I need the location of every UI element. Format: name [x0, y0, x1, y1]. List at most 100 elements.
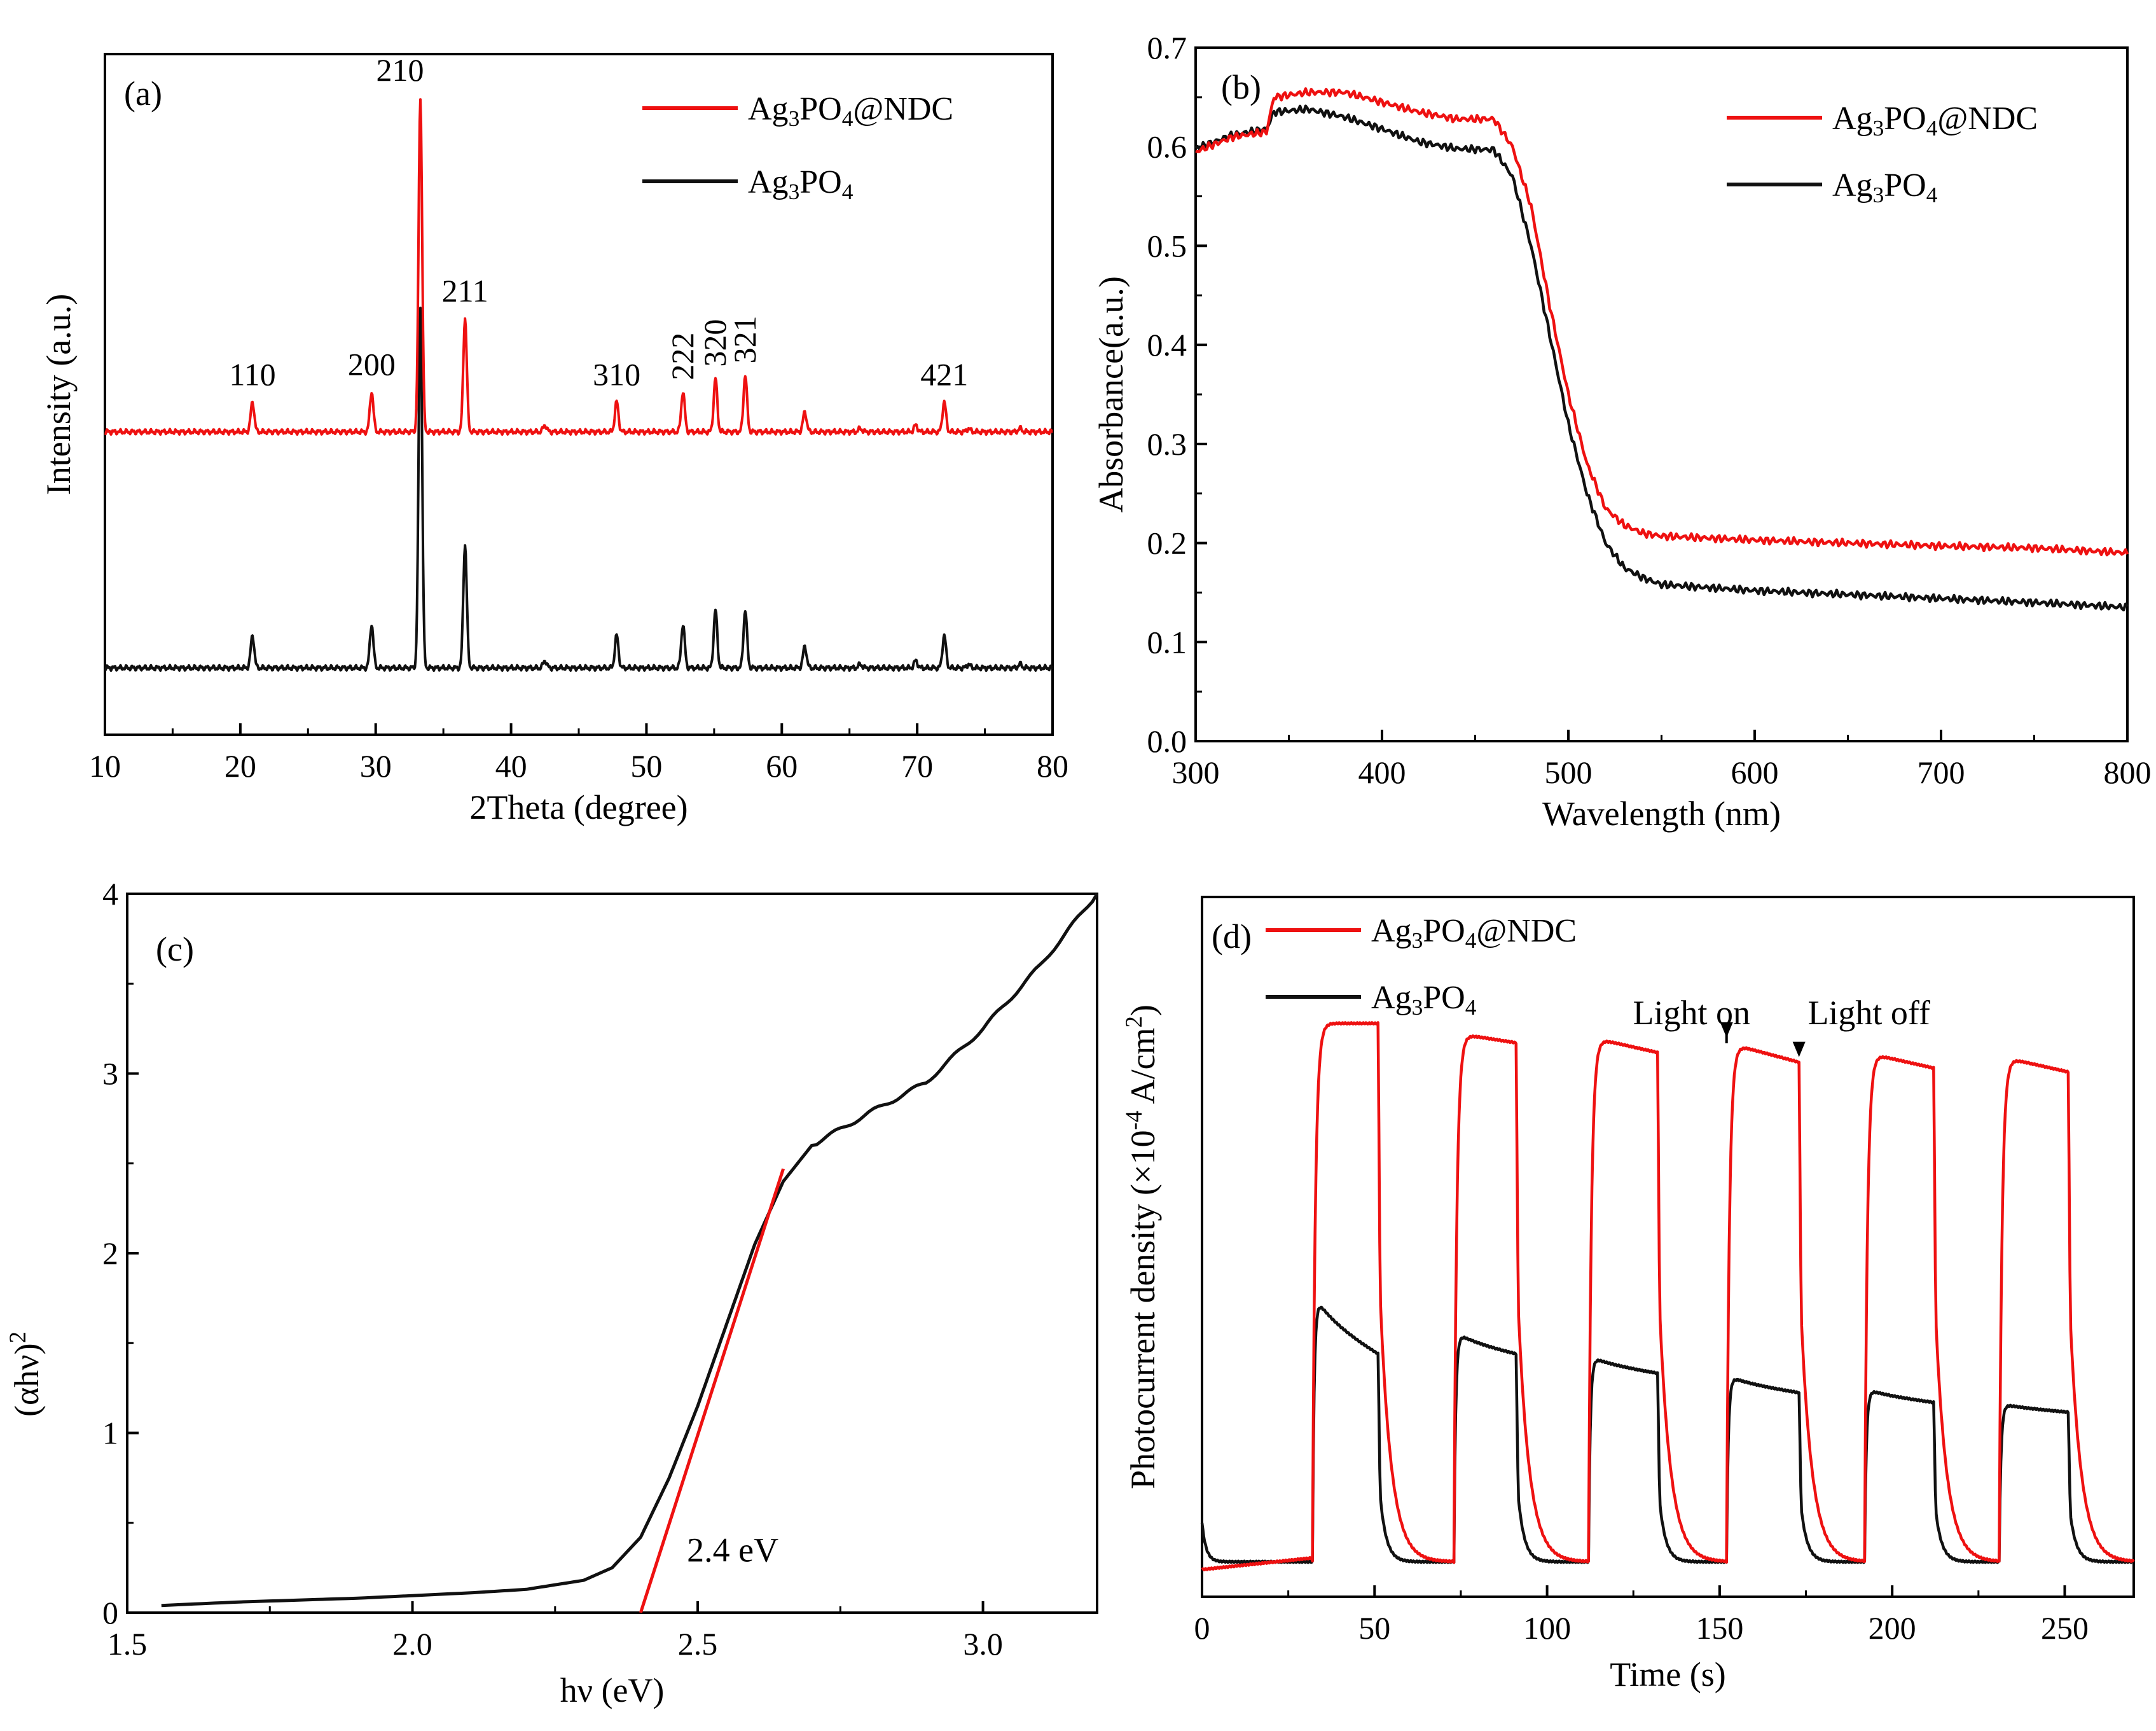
panel-b-legend-entry-0-part-0: Ag — [1832, 101, 1873, 137]
panel-d-legend-entry-1-part-3: 4 — [1465, 994, 1477, 1020]
panel-d-legend-entry-1: Ag3PO4 — [1371, 980, 1477, 1020]
panel-a-xtick-label: 70 — [901, 748, 933, 784]
panel-a-ylabel: Intensity (a.u.) — [39, 294, 78, 495]
panel-a-xtick-label: 40 — [495, 748, 527, 784]
panel-d-legend-entry-0-part-0: Ag — [1371, 913, 1412, 949]
panel-d-legend-entry-0-part-3: 4 — [1465, 928, 1477, 953]
panel-c-xtick-label: 1.5 — [107, 1626, 148, 1662]
panel-d-xtick-label: 50 — [1358, 1610, 1390, 1646]
panel-d-xtick-label: 150 — [1696, 1610, 1743, 1646]
panel-c-ytick-label: 2 — [102, 1235, 118, 1271]
annotation-arrow-head — [1720, 1022, 1733, 1038]
panel-d-xtick-label: 200 — [1869, 1610, 1916, 1646]
panel-a-xtick-label: 10 — [89, 748, 121, 784]
panel-a-legend-entry-1: Ag3PO4 — [748, 164, 853, 204]
panel-b-ytick-label: 0.7 — [1147, 30, 1187, 66]
panel-d-xtick-label: 100 — [1523, 1610, 1571, 1646]
tauc-curve — [161, 893, 1099, 1608]
panel-d-xtick-label: 0 — [1194, 1610, 1210, 1646]
panel-b-xtick-label: 500 — [1545, 754, 1593, 790]
panel-d-ylabel-part-0: Photocurrent density (×10 — [1124, 1130, 1162, 1489]
panel-b-ytick-label: 0.1 — [1147, 624, 1187, 660]
panel-a-legend-entry-1-part-2: PO — [799, 164, 841, 200]
panel-b-ytick-label: 0.5 — [1147, 228, 1187, 263]
panel-d-label: (d) — [1212, 917, 1252, 956]
peak-label: 200 — [348, 347, 396, 382]
tauc-tangent-line — [639, 1168, 785, 1613]
panel-a-legend-entry-1-part-3: 4 — [842, 179, 853, 204]
panel-d-legend-entry-0-part-2: PO — [1423, 913, 1465, 949]
panel-b-legend-entry-0-part-3: 4 — [1926, 115, 1938, 141]
peak-label: 310 — [593, 356, 640, 392]
panel-c-ylabel: (αhν)2 — [4, 1331, 46, 1417]
panel-a-xtick-label: 30 — [360, 748, 392, 784]
panel-a-label: (a) — [124, 74, 162, 113]
panel-b-legend-entry-0-part-1: 3 — [1873, 115, 1884, 141]
panel-a-legend-entry-1-part-1: 3 — [789, 179, 800, 204]
peak-label: 321 — [727, 316, 763, 363]
peak-label: 222 — [665, 333, 700, 380]
panel-b-label: (b) — [1221, 68, 1261, 106]
light-on-label: Light on — [1633, 994, 1750, 1032]
panel-b-legend-entry-0: Ag3PO4@NDC — [1832, 101, 2038, 141]
panel-c-ylabel-part-0: (αhν) — [8, 1343, 46, 1417]
panel-a-legend-entry-0-part-2: PO — [799, 91, 841, 127]
panel-b-legend-entry-0-part-4: @NDC — [1937, 101, 2038, 137]
panel-b-legend-entry-1-part-0: Ag — [1832, 167, 1873, 204]
panel-b-legend-entry-1-part-3: 4 — [1926, 182, 1938, 207]
panel-a-xtick-label: 80 — [1037, 748, 1068, 784]
peak-label: 320 — [697, 319, 733, 367]
panel-c-ylabel-part-1: 2 — [4, 1331, 31, 1343]
panel-d-ylabel: Photocurrent density (×10-4 A/cm2) — [1121, 1005, 1162, 1489]
xrd-series-ag3po4 — [104, 307, 1053, 672]
panel-b-ylabel: Absorbance(a.u.) — [1092, 276, 1130, 513]
absorbance-series-ag3po4-ndc — [1195, 87, 2129, 557]
panel-d-ylabel-part-4: ) — [1124, 1005, 1162, 1016]
panel-a-legend-entry-0-part-4: @NDC — [853, 91, 953, 127]
panel-b-ytick-label: 0.0 — [1147, 723, 1187, 759]
panel-d-legend-entry-0: Ag3PO4@NDC — [1371, 913, 1577, 953]
panel-a-xrd-chart: 10 20 30 40 50 60 70 80 110 200 210 211 310 222320321… — [39, 52, 1068, 826]
panel-b-legend-entry-0-part-2: PO — [1884, 101, 1926, 137]
panel-b-xlabel: Wavelength (nm) — [1542, 795, 1781, 833]
panel-d-legend-entry-1-part-1: 3 — [1412, 994, 1423, 1020]
peak-label: 421 — [920, 356, 968, 392]
panel-d-legend-entry-0-part-1: 3 — [1412, 928, 1423, 953]
annotation-arrow-head — [1792, 1041, 1806, 1057]
panel-b-absorbance-chart: 300 400 500 600 700 800 0.0 0.1 0.2 0.3 0.4 0.5 0.6 0… — [1092, 30, 2152, 833]
panel-c-xtick-label: 2.0 — [392, 1626, 432, 1662]
panel-d-frame — [1201, 896, 2135, 1598]
panel-a-legend-entry-1-part-0: Ag — [748, 164, 789, 200]
photocurrent-series-ag3po4-ndc — [1201, 1021, 2135, 1571]
panel-d-ylabel-part-3: 2 — [1121, 1016, 1147, 1027]
band-gap-annotation: 2.4 eV — [687, 1531, 778, 1569]
panel-c-frame — [126, 893, 1098, 1614]
panel-c-ytick-label: 3 — [102, 1056, 118, 1092]
panel-a-legend-entry-0-part-3: 4 — [842, 106, 853, 131]
panel-d-ylabel-part-2: A/cm — [1124, 1027, 1162, 1111]
panel-a-legend-entry-0-part-1: 3 — [789, 106, 800, 131]
panel-d-ylabel-part-1: -4 — [1121, 1111, 1147, 1130]
panel-d-xtick-label: 250 — [2041, 1610, 2089, 1646]
panel-c-label: (c) — [156, 930, 194, 968]
peak-label: 211 — [442, 273, 488, 309]
panel-d-legend-entry-1-part-2: PO — [1423, 980, 1465, 1016]
panel-b-xtick-label: 800 — [2104, 754, 2152, 790]
panel-d-legend-entry-1-part-0: Ag — [1371, 980, 1412, 1016]
panel-b-ytick-label: 0.2 — [1147, 525, 1187, 561]
light-off-label: Light off — [1807, 994, 1930, 1032]
peak-label: 110 — [229, 356, 275, 392]
panel-d-xlabel: Time (s) — [1610, 1655, 1726, 1693]
panel-a-legend-entry-0-part-0: Ag — [748, 91, 789, 127]
panel-b-ytick-label: 0.3 — [1147, 426, 1187, 462]
peak-label: 210 — [376, 52, 424, 88]
panel-c-xtick-label: 2.5 — [678, 1626, 718, 1662]
panel-a-xtick-label: 50 — [630, 748, 662, 784]
panel-b-ytick-label: 0.6 — [1147, 129, 1187, 165]
panel-b-xtick-label: 700 — [1918, 754, 1965, 790]
panel-c-xlabel: hν (eV) — [560, 1671, 665, 1709]
panel-a-xlabel: 2Theta (degree) — [469, 788, 688, 826]
panel-c-ytick-label: 4 — [102, 876, 118, 912]
